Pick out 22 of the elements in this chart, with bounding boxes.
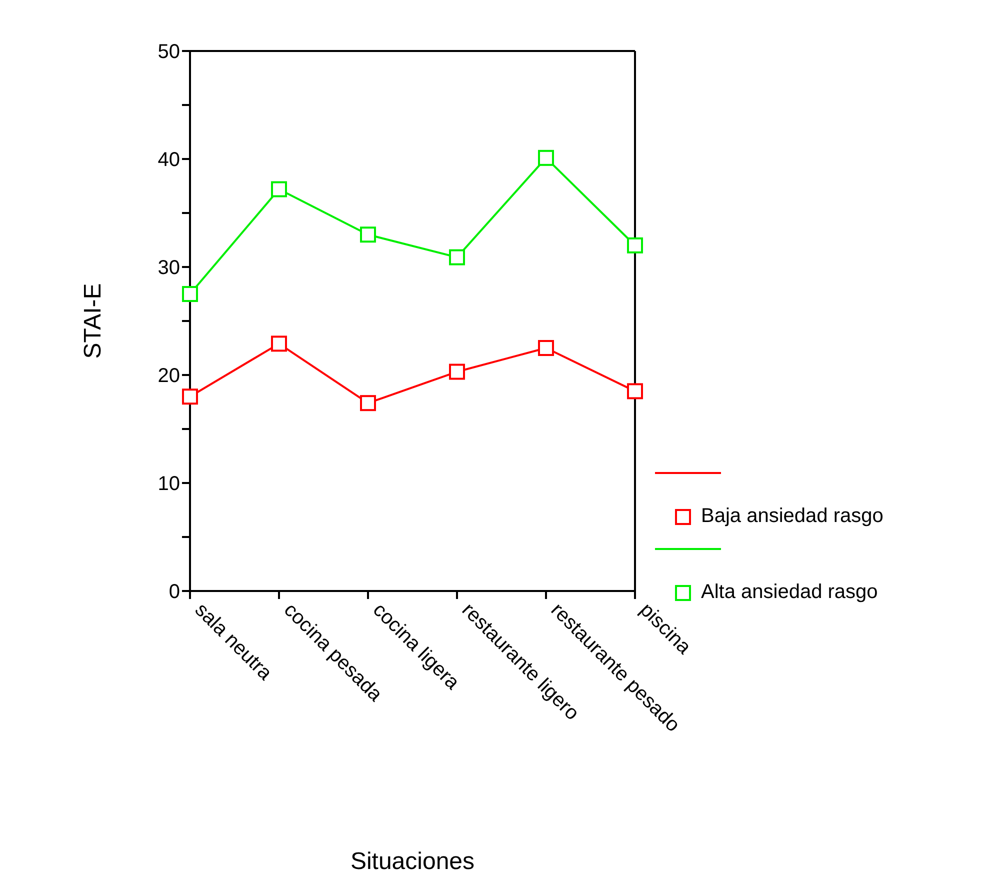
legend-label: Baja ansiedad rasgo <box>701 505 884 528</box>
x-axis-title: Situaciones <box>350 848 475 875</box>
point <box>449 364 465 380</box>
point <box>627 383 643 400</box>
point <box>538 150 554 166</box>
point <box>182 286 198 302</box>
point <box>271 336 287 352</box>
point <box>627 237 643 254</box>
point <box>538 340 554 356</box>
y-tick-label: 0 <box>168 581 180 604</box>
point <box>360 226 376 243</box>
y-tick-label: 50 <box>158 41 180 64</box>
y-tick-label: 30 <box>158 257 180 280</box>
legend-label: Alta ansiedad rasgo <box>701 581 878 604</box>
point <box>449 249 465 266</box>
y-tick-label: 20 <box>158 365 180 388</box>
point <box>182 388 198 405</box>
point <box>360 395 376 412</box>
point <box>271 181 287 198</box>
y-tick-label: 10 <box>158 473 180 496</box>
y-axis-title: STAI-E <box>80 283 107 359</box>
y-tick-label: 40 <box>158 149 180 172</box>
